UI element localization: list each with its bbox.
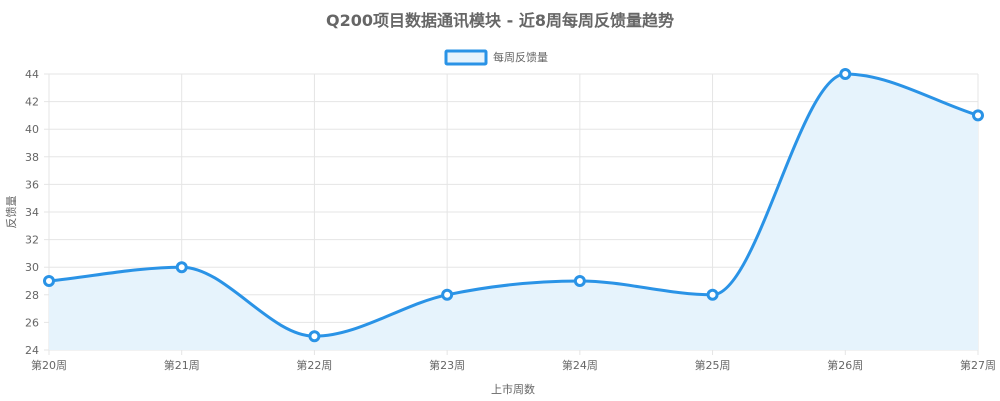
- x-tick-label: 第22周: [296, 358, 332, 372]
- y-tick-label: 34: [25, 206, 39, 219]
- legend-label: 每周反馈量: [493, 50, 548, 64]
- x-tick-label: 第23周: [429, 358, 465, 372]
- series-line: [48, 72, 979, 338]
- y-tick-label: 28: [25, 289, 39, 302]
- legend-swatch: [444, 49, 488, 66]
- data-point: [308, 330, 321, 343]
- x-tick-label: 第24周: [562, 358, 598, 372]
- x-tick-label: 第20周: [31, 358, 67, 372]
- data-point: [573, 275, 586, 287]
- y-tick-label: 40: [25, 123, 39, 136]
- data-point: [839, 68, 852, 80]
- x-tick-label: 第27周: [960, 358, 996, 372]
- x-tick-label: 第26周: [827, 358, 863, 372]
- y-tick-label: 26: [25, 316, 39, 329]
- area-layer: [43, 68, 984, 350]
- series-area-fill: [49, 74, 978, 350]
- data-point: [972, 109, 984, 122]
- data-point: [175, 261, 188, 274]
- x-axis-label: 上市周数: [491, 382, 535, 396]
- x-tick-label: 第25周: [695, 358, 731, 372]
- data-point: [43, 275, 55, 287]
- y-tick-label: 24: [25, 344, 39, 357]
- x-tick-label: 第21周: [164, 358, 200, 372]
- legend: 每周反馈量: [444, 49, 548, 66]
- ticks: 24 26 28 30 32 34 36 38 40 42 44 第20周 第21周 第22周 第23周 第2…: [25, 68, 996, 372]
- y-tick-label: 42: [25, 96, 39, 109]
- y-tick-label: 30: [25, 261, 39, 274]
- data-point: [706, 288, 719, 301]
- y-tick-label: 44: [25, 68, 39, 81]
- y-tick-label: 32: [25, 234, 39, 247]
- y-axis-label: 反馈量: [5, 196, 18, 229]
- y-tick-label: 36: [25, 178, 39, 191]
- data-point: [441, 288, 454, 301]
- y-tick-label: 38: [25, 151, 39, 164]
- chart-title: Q200项目数据通讯模块 - 近8周每周反馈量趋势: [326, 11, 674, 30]
